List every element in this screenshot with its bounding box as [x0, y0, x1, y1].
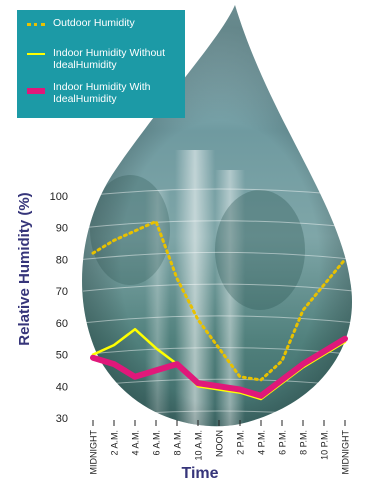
x-tick-label: 2 P.M.: [236, 430, 246, 455]
y-axis-ticks: 30 40 50 60 70 80 90 100: [50, 191, 68, 425]
legend-label-indoor-with: Indoor Humidity With IdealHumidity: [53, 81, 151, 105]
grid-line: [82, 188, 356, 197]
x-tick-label: MIDNIGHT: [89, 430, 99, 475]
y-tick-label: 50: [56, 350, 68, 362]
x-tick-label: 10 A.M.: [194, 430, 204, 461]
legend: Outdoor Humidity Indoor Humidity Without…: [17, 10, 185, 118]
x-axis-ticks: MIDNIGHT 2 A.M. 4 A.M. 6 A.M. 8 A.M. 10 A.M. N…: [89, 420, 351, 475]
x-tick-label: 4 A.M.: [131, 430, 141, 456]
x-tick-label: 8 P.M.: [299, 430, 309, 455]
series-line-0: [91, 219, 347, 382]
x-tick-label: 10 P.M.: [320, 430, 330, 460]
legend-item-indoor-without: Indoor Humidity Without IdealHumidity: [17, 46, 185, 76]
legend-swatch-indoor-with: [27, 88, 45, 94]
x-tick-label: NOON: [215, 430, 225, 457]
x-tick-label: 6 P.M.: [278, 430, 288, 455]
y-tick-label: 60: [56, 318, 68, 330]
data-series: [90, 219, 348, 401]
x-tick-label: 4 P.M.: [257, 430, 267, 455]
y-tick-label: 80: [56, 254, 68, 266]
legend-item-indoor-with: Indoor Humidity With IdealHumidity: [17, 80, 185, 110]
grid-line: [82, 251, 356, 260]
x-axis-title: Time: [181, 465, 219, 482]
x-tick-label: 6 A.M.: [152, 430, 162, 456]
y-tick-label: 40: [56, 381, 68, 393]
grid-line: [82, 378, 356, 387]
legend-label-indoor-without: Indoor Humidity Without IdealHumidity: [53, 47, 166, 71]
y-tick-label: 90: [56, 223, 68, 235]
legend-item-outdoor: Outdoor Humidity: [17, 16, 185, 46]
grid-lines: [82, 188, 356, 419]
y-axis-title: Relative Humidity (%): [16, 192, 33, 346]
x-tick-label: MIDNIGHT: [341, 430, 351, 475]
grid-line: [82, 220, 356, 229]
grid-line: [82, 315, 356, 324]
y-tick-label: 100: [50, 191, 68, 203]
legend-swatch-outdoor: [27, 23, 45, 26]
x-tick-label: 2 A.M.: [110, 430, 120, 456]
legend-label-outdoor: Outdoor Humidity: [53, 17, 135, 29]
y-tick-label: 70: [56, 286, 68, 298]
y-tick-label: 30: [56, 413, 68, 425]
grid-line: [82, 410, 356, 419]
x-tick-label: 8 A.M.: [173, 430, 183, 456]
series-line-2: [90, 335, 348, 399]
legend-swatch-indoor-without: [27, 53, 45, 55]
